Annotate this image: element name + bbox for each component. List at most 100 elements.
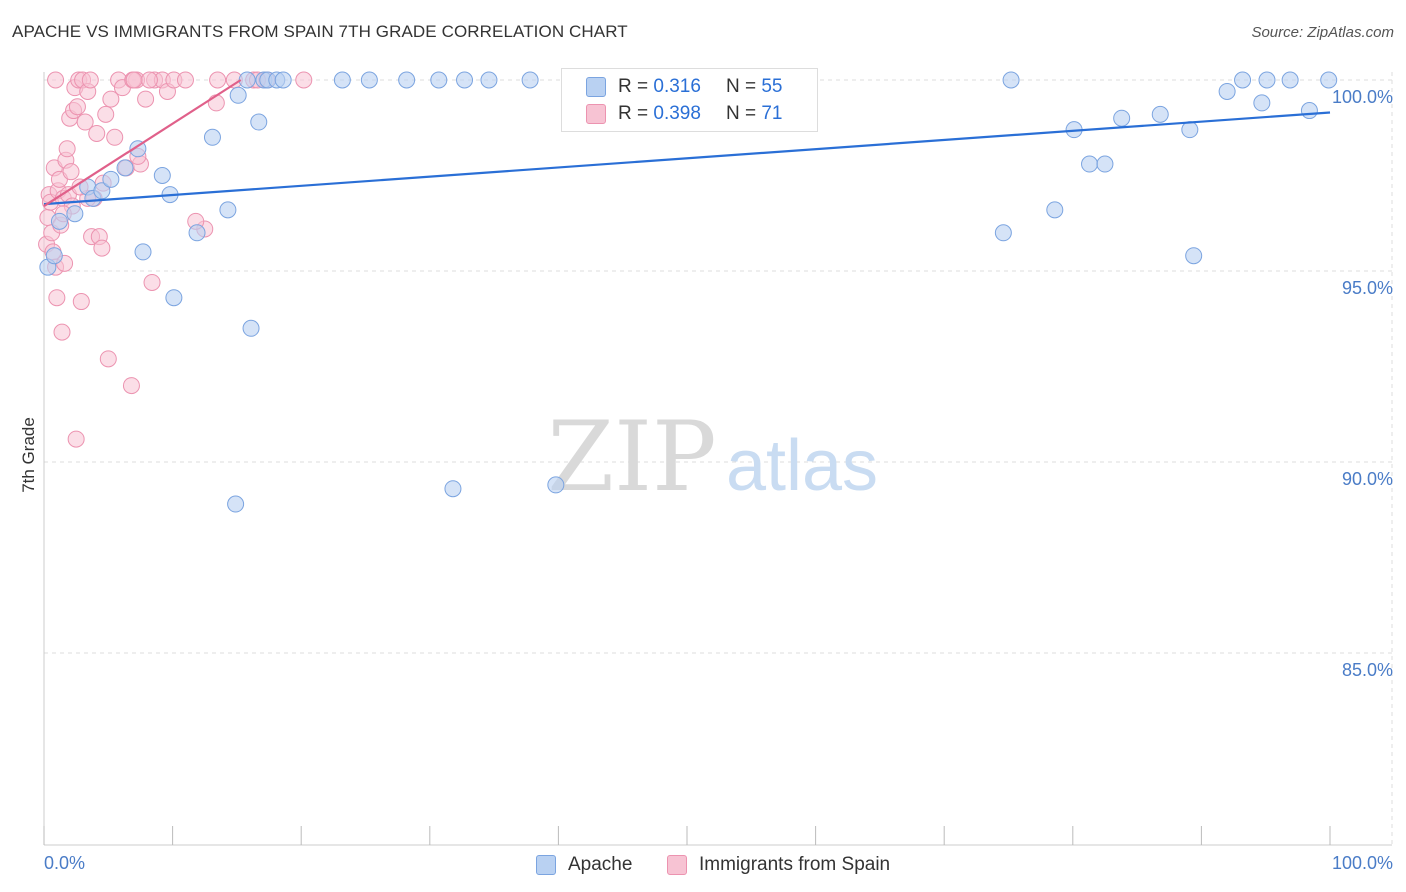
apache-point bbox=[398, 71, 416, 89]
series-apache-points bbox=[39, 71, 1338, 513]
apache-point bbox=[1218, 82, 1236, 100]
apache-point bbox=[45, 247, 63, 265]
stats-legend: R = 0.316 N = 55 R = 0.398 N = 71 bbox=[561, 68, 818, 132]
apache-point bbox=[1258, 71, 1276, 89]
axes bbox=[43, 72, 1392, 846]
legend-r-label: R = bbox=[618, 76, 649, 97]
apache-point bbox=[1234, 71, 1252, 89]
spain-point bbox=[137, 90, 155, 108]
legend-row-apache: R = 0.316 N = 55 bbox=[586, 75, 782, 99]
spain-point bbox=[62, 163, 80, 181]
y-axis-label: 7th Grade bbox=[19, 417, 38, 493]
apache-legend-swatch bbox=[536, 855, 556, 875]
apache-point bbox=[994, 224, 1012, 242]
apache-point bbox=[134, 243, 152, 261]
apache-point bbox=[116, 159, 134, 177]
y-tick-label: 100.0% bbox=[1332, 87, 1393, 107]
apache-point bbox=[1181, 121, 1199, 139]
watermark: ZIP atlas bbox=[547, 401, 878, 513]
apache-point bbox=[1096, 155, 1114, 173]
spain-point bbox=[176, 71, 194, 89]
legend-n-label: N = bbox=[725, 76, 757, 97]
x-tick-label: 100.0% bbox=[1332, 853, 1393, 873]
apache-point bbox=[444, 480, 462, 498]
spain-point bbox=[93, 239, 111, 257]
apache-point bbox=[333, 71, 351, 89]
source-label: Source: ZipAtlas.com bbox=[1251, 24, 1394, 41]
spain-point bbox=[97, 105, 115, 123]
y-tick-label: 85.0% bbox=[1342, 660, 1393, 680]
trendlines bbox=[43, 79, 1331, 207]
apache-point bbox=[203, 128, 221, 146]
spain-point bbox=[140, 71, 158, 89]
apache-swatch bbox=[586, 77, 606, 97]
apache-trendline bbox=[43, 111, 1331, 206]
apache-point bbox=[188, 224, 206, 242]
apache-point bbox=[521, 71, 539, 89]
x-tick-label: 0.0% bbox=[44, 853, 85, 873]
apache-point bbox=[66, 205, 84, 223]
spain-r-value: 0.398 bbox=[653, 103, 701, 124]
apache-point bbox=[547, 476, 565, 494]
apache-point bbox=[1300, 102, 1318, 120]
spain-point bbox=[72, 293, 90, 311]
apache-point bbox=[219, 201, 237, 219]
spain-point bbox=[48, 289, 66, 307]
spain-point bbox=[209, 71, 227, 89]
apache-point bbox=[153, 167, 171, 184]
spain-point bbox=[76, 113, 94, 131]
y-tick-label: 95.0% bbox=[1342, 278, 1393, 298]
apache-n-value: 55 bbox=[761, 76, 783, 97]
apache-point bbox=[93, 182, 111, 200]
spain-point bbox=[88, 124, 106, 142]
apache-point bbox=[1002, 71, 1020, 89]
apache-point bbox=[1151, 105, 1169, 123]
apache-legend-label: Apache bbox=[568, 854, 633, 875]
spain-point bbox=[67, 430, 85, 448]
apache-point bbox=[227, 495, 245, 513]
legend-r-label: R = bbox=[618, 103, 649, 124]
grid-lines bbox=[44, 72, 1393, 845]
spain-legend-label: Immigrants from Spain bbox=[699, 854, 891, 875]
spain-point bbox=[295, 71, 313, 89]
spain-point bbox=[102, 90, 120, 108]
apache-point bbox=[1253, 94, 1271, 112]
spain-point bbox=[99, 350, 117, 368]
spain-point bbox=[106, 128, 124, 146]
watermark-atlas: atlas bbox=[726, 426, 878, 506]
apache-point bbox=[274, 71, 292, 89]
y-tick-label: 90.0% bbox=[1342, 469, 1393, 489]
apache-point bbox=[238, 71, 256, 89]
spain-point bbox=[58, 140, 76, 158]
bottom-legend-apache: Apache bbox=[536, 852, 632, 878]
legend-n-label: N = bbox=[725, 103, 757, 124]
spain-swatch bbox=[586, 104, 606, 124]
watermark-zip: ZIP bbox=[547, 401, 716, 513]
spain-point bbox=[47, 71, 65, 89]
apache-point bbox=[1046, 201, 1064, 219]
series-spain-points bbox=[38, 71, 313, 448]
spain-legend-swatch bbox=[667, 855, 687, 875]
spain-point bbox=[125, 71, 143, 89]
apache-point bbox=[242, 319, 260, 337]
apache-point bbox=[250, 113, 268, 131]
apache-point bbox=[1113, 109, 1131, 127]
apache-point bbox=[1320, 71, 1338, 89]
apache-point bbox=[129, 140, 147, 158]
spain-point bbox=[53, 323, 71, 341]
apache-point bbox=[1281, 71, 1299, 89]
spain-point bbox=[81, 71, 99, 89]
apache-point bbox=[360, 71, 378, 89]
apache-point bbox=[430, 71, 448, 89]
legend-row-spain: R = 0.398 N = 71 bbox=[586, 102, 782, 126]
apache-point bbox=[102, 170, 120, 188]
spain-trendline bbox=[43, 79, 242, 207]
bottom-legend-spain: Immigrants from Spain bbox=[667, 852, 890, 878]
apache-point bbox=[456, 71, 474, 89]
spain-point bbox=[122, 377, 140, 395]
tick-labels: 85.0% 90.0% 95.0% 100.0% 0.0% 100.0% bbox=[44, 87, 1393, 873]
apache-point bbox=[1081, 155, 1099, 173]
apache-point bbox=[1185, 247, 1203, 265]
chart-title: APACHE VS IMMIGRANTS FROM SPAIN 7TH GRAD… bbox=[12, 22, 628, 41]
